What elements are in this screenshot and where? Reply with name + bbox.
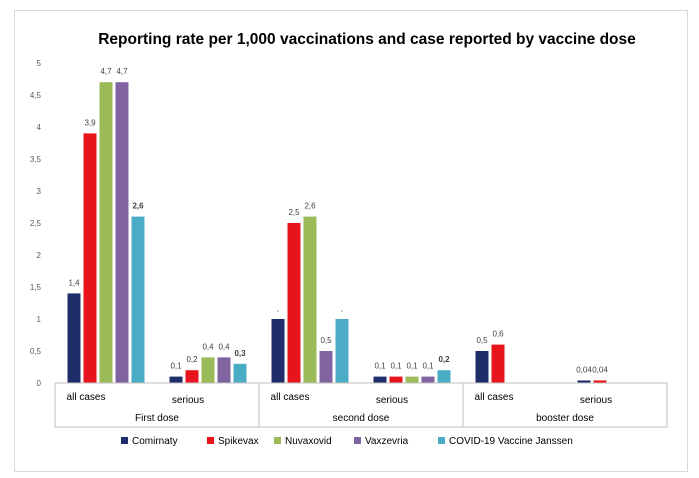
bar: [99, 82, 113, 383]
data-label: 0,2: [438, 355, 450, 364]
data-label: ,: [277, 304, 279, 313]
y-tick-label: 0: [37, 379, 42, 388]
group-label: booster dose: [536, 413, 594, 424]
data-label: 2,5: [288, 208, 300, 217]
y-tick-label: 4,5: [30, 91, 42, 100]
y-tick-label: 1: [37, 315, 42, 324]
bar: [217, 357, 231, 383]
legend: Comirnaty Spikevax Nuvaxovid Vaxzevria COVID…: [121, 436, 573, 447]
bar: [83, 133, 97, 383]
bar: [303, 216, 317, 383]
bar: [185, 370, 199, 383]
data-label: 0,4: [218, 342, 230, 351]
chart-frame: Reporting rate per 1,000 vaccinations an…: [14, 10, 688, 472]
legend-swatch: [207, 437, 214, 444]
chart-title: Reporting rate per 1,000 vaccinations an…: [98, 31, 636, 48]
data-label: 0,1: [390, 362, 402, 371]
legend-label: COVID-19 Vaccine Janssen: [449, 436, 573, 447]
y-tick-label: 3,5: [30, 155, 42, 164]
subcategory-label: all cases: [67, 392, 106, 403]
data-label: ,: [341, 304, 343, 313]
y-tick-label: 1,5: [30, 283, 42, 292]
subcategory-label: serious: [172, 395, 204, 406]
bar: [115, 82, 129, 383]
legend-label: Spikevax: [218, 436, 259, 447]
data-labels: 1,4 3,9 4,7 4,7 2,6 0,1 0,2 0,4 0,4 0,3, 2,5 2,6 0,5…: [68, 67, 608, 374]
y-tick-label: 5: [37, 59, 42, 68]
data-label: 0,1: [422, 362, 434, 371]
data-label: 3,9: [84, 118, 96, 127]
data-label: 0,04: [576, 365, 592, 374]
x-axis: all cases serious First dose all cases serio…: [54, 382, 668, 428]
legend-label: Nuvaxovid: [285, 436, 332, 447]
legend-swatch: [438, 437, 445, 444]
bar: [491, 344, 505, 383]
bar: [271, 319, 285, 383]
data-label: 0,2: [186, 355, 198, 364]
data-label: 4,7: [116, 67, 128, 76]
bar: [335, 319, 349, 383]
bar: [233, 363, 247, 383]
data-label: 0,1: [170, 362, 182, 371]
data-label: 0,04: [592, 365, 608, 374]
subcategory-label: serious: [580, 395, 612, 406]
bar: [287, 223, 301, 383]
y-tick-label: 0,5: [30, 347, 42, 356]
bar: [577, 380, 591, 383]
subcategory-label: all cases: [271, 392, 310, 403]
bar: [67, 293, 81, 383]
y-tick-label: 4: [37, 123, 42, 132]
y-tick-label: 2,5: [30, 219, 42, 228]
data-label: 0,6: [492, 330, 504, 339]
subcategory-label: all cases: [475, 392, 514, 403]
data-label: 0,1: [374, 362, 386, 371]
bar: [131, 216, 145, 383]
data-label: 4,7: [100, 67, 112, 76]
bar: [475, 351, 489, 383]
data-label: 1,4: [68, 278, 80, 287]
y-tick-label: 3: [37, 187, 42, 196]
legend-label: Vaxzevria: [365, 436, 409, 447]
data-label: 0,3: [234, 349, 246, 358]
bar: [405, 376, 419, 383]
bar: [437, 370, 451, 383]
group-label: second dose: [333, 413, 390, 424]
bar: [169, 376, 183, 383]
bar: [593, 380, 607, 383]
data-label: 2,6: [304, 202, 316, 211]
bar: [421, 376, 435, 383]
bar: [389, 376, 403, 383]
data-label: 0,1: [406, 362, 418, 371]
bar: [319, 351, 333, 383]
legend-swatch: [121, 437, 128, 444]
legend-swatch: [274, 437, 281, 444]
bar: [201, 357, 215, 383]
subcategory-label: serious: [376, 395, 408, 406]
data-label: 0,5: [320, 336, 332, 345]
bars: [67, 82, 607, 383]
bar: [373, 376, 387, 383]
data-label: 0,5: [476, 336, 488, 345]
bar-chart: Reporting rate per 1,000 vaccinations an…: [30, 31, 668, 447]
group-label: First dose: [135, 413, 179, 424]
y-tick-label: 2: [37, 251, 42, 260]
data-label: 2,6: [132, 202, 144, 211]
legend-swatch: [354, 437, 361, 444]
legend-label: Comirnaty: [132, 436, 178, 447]
data-label: 0,4: [202, 342, 214, 351]
y-axis: 0 0,5 1 1,5 2 2,5 3 3,5 4 4,5 5: [30, 59, 42, 388]
